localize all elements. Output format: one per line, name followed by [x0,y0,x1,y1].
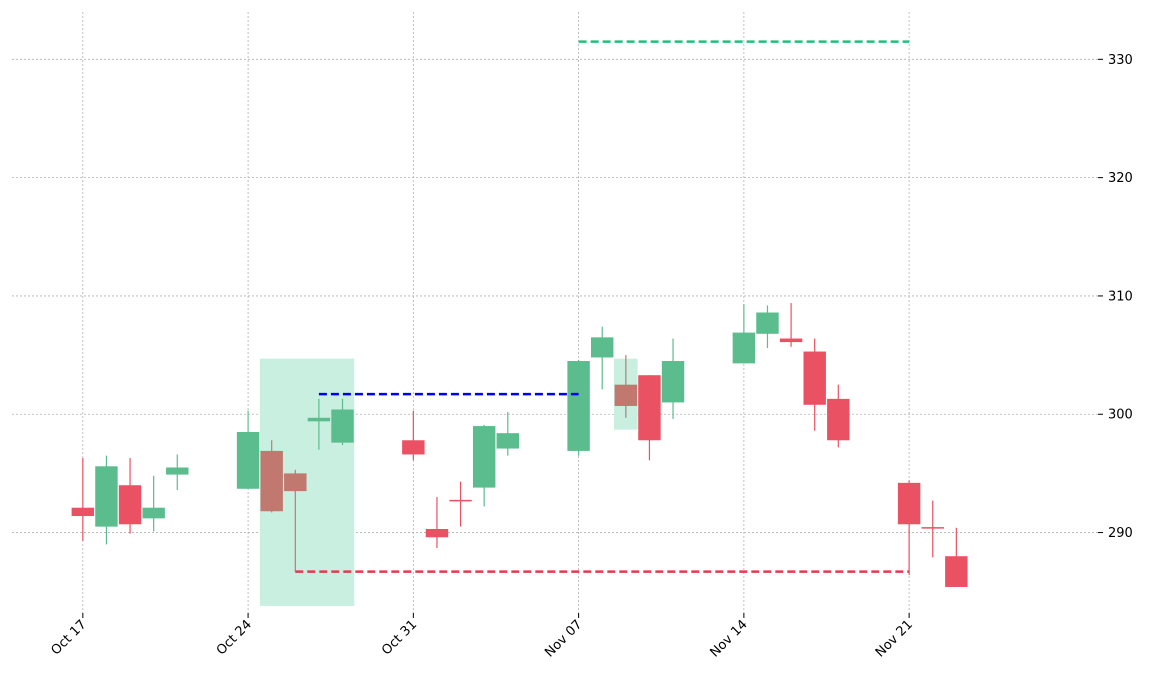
y-tick-label: 310 [1108,289,1133,304]
candle-body [71,507,95,516]
candle-body [756,312,779,334]
x-tick-label: Nov 07 [542,617,585,660]
candle-body [166,467,189,475]
candle-body [118,485,142,525]
candle-body [614,384,638,406]
candle-body [260,450,283,512]
y-tick-label: 290 [1108,526,1133,541]
x-tick-label: Oct 31 [379,617,420,658]
x-tick-label: Nov 21 [873,617,916,660]
axes: 290 300 310 320 330 Oct 17 Oct 24 Oct 31 Nov 07 N… [49,53,1133,661]
x-tick-label: Nov 14 [708,617,751,660]
candle-body [331,409,354,443]
x-tick-label: Oct 24 [214,617,255,658]
x-tick-label: Oct 17 [49,617,90,658]
candles [71,303,968,587]
candle-body [472,426,496,488]
grid-lines [12,12,1098,613]
candle-body [803,351,826,405]
candle-body [402,440,425,455]
candle-body [897,482,921,525]
candle-body [827,398,850,441]
candle-body [661,361,685,403]
candle-body [236,431,260,489]
candle-body [142,507,165,519]
y-tick-label: 330 [1108,53,1133,68]
candle-body [732,332,756,364]
candle-body [284,473,307,492]
candle-body [425,529,449,538]
y-tick-label: 320 [1108,171,1133,186]
candle-body [638,375,661,441]
candle-body [496,433,519,449]
level-lines [295,40,910,573]
candle-body [307,417,331,422]
candle-body [567,361,590,451]
candle-body [779,338,803,343]
candle-body [95,466,118,527]
candle-body [591,337,614,358]
y-tick-label: 300 [1108,408,1133,423]
candle-body [945,556,968,587]
